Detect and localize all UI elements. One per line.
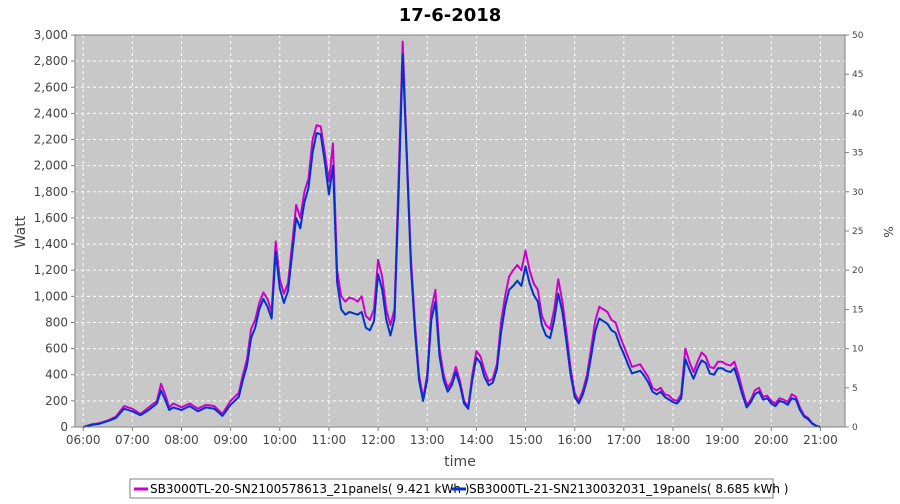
- y2-tick-label: 5: [852, 384, 858, 394]
- y-tick-label: 1,200: [34, 263, 68, 277]
- legend-label-series-1: SB3000TL-20-SN2100578613_21panels( 9.421…: [150, 482, 469, 496]
- y2-tick-label: 40: [852, 109, 864, 119]
- x-tick-label: 08:00: [164, 433, 199, 447]
- y2-tick-label: 20: [852, 266, 864, 276]
- y2-tick-label: 15: [852, 305, 863, 315]
- y-axis: 0 200 400 600 800 1,000 1,200 1,400 1,600 1,800 2,…: [34, 28, 75, 434]
- y-tick-label: 2,000: [34, 159, 68, 173]
- x-tick-label: 10:00: [262, 433, 297, 447]
- x-tick-label: 07:00: [115, 433, 150, 447]
- x-tick-label: 16:00: [557, 433, 592, 447]
- legend-label-series-2: SB3000TL-21-SN2130032031_19panels( 8.685…: [469, 482, 788, 496]
- series-line-2: [82, 53, 821, 428]
- x-tick-label: 15:00: [508, 433, 543, 447]
- y2-tick-label: 0: [852, 423, 858, 433]
- y-tick-label: 1,800: [34, 185, 68, 199]
- x-tick-label: 18:00: [656, 433, 691, 447]
- y-tick-label: 1,000: [34, 289, 68, 303]
- y-tick-label: 600: [45, 342, 68, 356]
- y2-tick-label: 45: [852, 70, 863, 80]
- y2-axis-label: %: [881, 226, 895, 237]
- y2-tick-label: 10: [852, 345, 864, 355]
- x-tick-label: 06:00: [66, 433, 101, 447]
- x-tick-label: 13:00: [410, 433, 445, 447]
- plot-area: [75, 35, 845, 427]
- x-tick-label: 09:00: [213, 433, 248, 447]
- y-tick-label: 1,600: [34, 211, 68, 225]
- y-tick-label: 0: [60, 420, 68, 434]
- x-tick-label: 19:00: [705, 433, 740, 447]
- x-axis-label: time: [444, 454, 476, 470]
- y-tick-label: 2,600: [34, 80, 68, 94]
- x-tick-label: 14:00: [459, 433, 494, 447]
- y2-tick-label: 30: [852, 188, 864, 198]
- y2-tick-label: 50: [852, 31, 864, 41]
- y2-tick-label: 25: [852, 227, 863, 237]
- y-tick-label: 3,000: [34, 28, 68, 42]
- series-line-1: [82, 40, 821, 428]
- y-tick-label: 800: [45, 315, 68, 329]
- y-tick-label: 400: [45, 368, 68, 382]
- y-tick-label: 200: [45, 394, 68, 408]
- x-tick-label: 21:00: [803, 433, 838, 447]
- y2-axis: 0 5 10 15 20 25 30 35 40 45 50: [845, 31, 864, 433]
- y-tick-label: 2,400: [34, 106, 68, 120]
- x-tick-label: 20:00: [754, 433, 789, 447]
- y-axis-label: Watt: [13, 215, 29, 248]
- x-tick-label: 11:00: [312, 433, 347, 447]
- x-tick-label: 12:00: [361, 433, 396, 447]
- y-tick-label: 2,200: [34, 133, 68, 147]
- y-tick-label: 2,800: [34, 54, 68, 68]
- series-lines: [82, 40, 821, 428]
- x-tick-label: 17:00: [607, 433, 642, 447]
- legend: SB3000TL-20-SN2100578613_21panels( 9.421…: [129, 478, 788, 499]
- x-axis: 06:00 07:00 08:00 09:00 10:00 11:00 12:00 13:00…: [66, 427, 838, 447]
- y2-tick-label: 35: [852, 149, 863, 159]
- y-tick-label: 1,400: [34, 237, 68, 251]
- legend-box: [129, 478, 774, 499]
- chart-title: 17-6-2018: [399, 5, 502, 26]
